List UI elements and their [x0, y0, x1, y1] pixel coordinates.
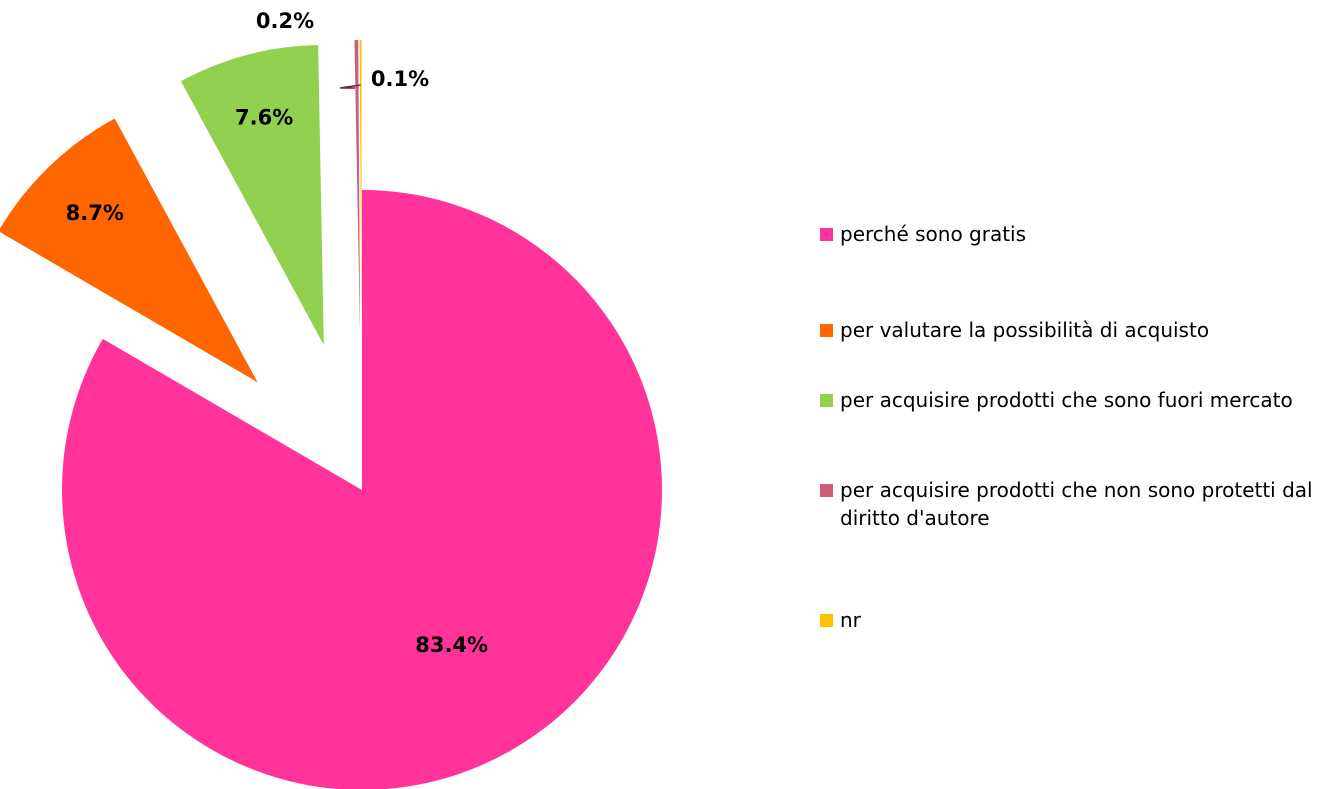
legend-item: per valutare la possibilità di acquisto — [820, 316, 1320, 344]
data-label: 8.7% — [66, 201, 124, 225]
legend-label: per acquisire prodotti che non sono prot… — [840, 478, 1313, 530]
legend-item: nr — [820, 606, 1320, 634]
data-label: 0.2% — [256, 9, 314, 33]
legend-swatch — [820, 228, 833, 241]
pie-slice — [0, 118, 258, 383]
legend-swatch — [820, 614, 833, 627]
legend-item: perché sono gratis — [820, 220, 1320, 248]
pie-slice — [359, 40, 362, 341]
data-label: 83.4% — [415, 633, 488, 657]
legend-swatch — [820, 394, 833, 407]
legend-label: perché sono gratis — [840, 222, 1027, 246]
legend-label: nr — [840, 608, 861, 632]
data-label: 7.6% — [235, 106, 293, 130]
legend-label: per acquisire prodotti che sono fuori me… — [840, 388, 1293, 412]
pie-slice — [180, 45, 324, 345]
legend-item: per acquisire prodotti che sono fuori me… — [820, 386, 1320, 414]
pie-slice — [354, 40, 361, 341]
pie-slice — [62, 190, 662, 789]
data-label: 0.1% — [371, 67, 429, 91]
legend-item: per acquisire prodotti che non sono prot… — [820, 476, 1320, 532]
legend-swatch — [820, 324, 833, 337]
legend-swatch — [820, 484, 833, 497]
leader-line — [339, 84, 361, 89]
legend-label: per valutare la possibilità di acquisto — [840, 318, 1210, 342]
